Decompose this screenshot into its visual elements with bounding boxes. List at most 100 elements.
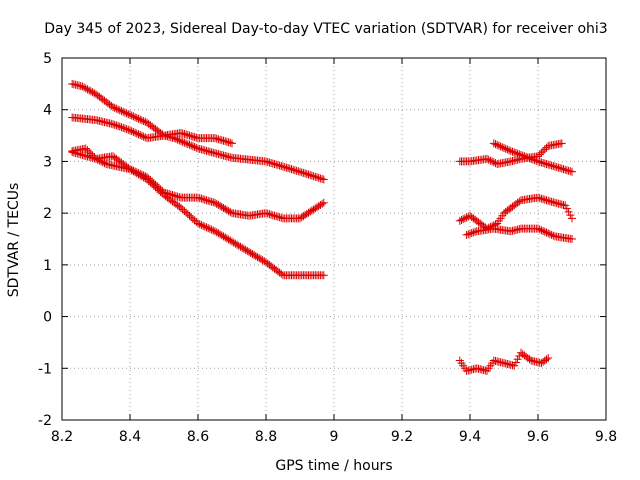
data-point [562, 166, 571, 175]
data-point [209, 198, 218, 207]
data-point [268, 211, 277, 220]
data-points [68, 79, 576, 375]
data-point [115, 106, 124, 115]
data-point [212, 199, 221, 208]
data-point [459, 215, 468, 224]
data-point [183, 131, 192, 140]
data-point [219, 136, 228, 145]
series-track-2 [68, 113, 236, 148]
data-point [194, 193, 202, 202]
data-point [566, 167, 575, 176]
data-point [86, 87, 95, 96]
data-point [114, 105, 123, 114]
data-point [190, 143, 199, 152]
data-point [124, 125, 133, 134]
data-point [175, 136, 184, 145]
series-track-6 [489, 139, 576, 176]
data-point [180, 130, 189, 139]
data-point [547, 161, 556, 170]
data-point [316, 174, 325, 183]
data-point [568, 235, 576, 243]
series-track-9 [455, 348, 553, 375]
data-point [192, 133, 201, 142]
data-point [547, 230, 556, 239]
data-point [562, 204, 571, 213]
data-point [110, 103, 119, 112]
data-point [554, 163, 563, 172]
data-point [202, 196, 211, 205]
data-point [211, 198, 219, 207]
data-point [107, 101, 116, 110]
data-point [313, 173, 321, 182]
data-point [515, 352, 524, 361]
data-point [132, 169, 141, 178]
data-point [265, 158, 274, 167]
data-point [238, 243, 247, 252]
data-point [539, 226, 548, 235]
data-point [515, 150, 524, 159]
y-axis-label: SDTVAR / TECUs [6, 183, 22, 298]
data-point [171, 192, 180, 201]
data-point [289, 165, 298, 174]
data-point [469, 228, 478, 237]
data-point [511, 358, 520, 367]
data-point [561, 201, 570, 210]
data-point [222, 234, 231, 243]
data-point [540, 145, 549, 154]
data-point [211, 134, 219, 143]
data-point [119, 107, 128, 116]
data-point [217, 231, 226, 240]
data-point [311, 172, 320, 181]
y-tick-label: -1 [38, 361, 52, 377]
data-point [222, 206, 231, 215]
data-point [255, 254, 264, 263]
data-point [549, 198, 558, 207]
data-point [489, 158, 498, 167]
data-point [226, 208, 235, 217]
data-point [231, 239, 240, 248]
data-point [216, 201, 225, 210]
data-point [248, 249, 257, 258]
y-tick-label: 1 [43, 258, 52, 274]
data-point [267, 210, 276, 219]
data-point [234, 241, 243, 250]
data-point [112, 104, 121, 113]
data-point [537, 158, 546, 167]
data-point [304, 170, 313, 179]
data-point [270, 211, 279, 220]
data-point [535, 194, 544, 203]
data-point [250, 251, 259, 260]
data-point [545, 197, 554, 206]
data-point [137, 116, 146, 125]
data-point [115, 122, 124, 131]
data-point [273, 212, 282, 221]
data-point [183, 140, 192, 149]
data-point [467, 229, 476, 238]
data-point [270, 160, 279, 169]
data-point [239, 244, 248, 253]
data-point [460, 214, 469, 223]
data-point [197, 194, 206, 203]
data-point [258, 256, 267, 265]
data-point [515, 197, 524, 206]
data-point [518, 151, 527, 160]
data-point [109, 103, 117, 112]
data-point [141, 117, 150, 126]
y-tick-label: 5 [43, 51, 52, 67]
data-point [275, 213, 284, 222]
data-point [540, 159, 549, 168]
data-point [78, 82, 87, 91]
series-track-1 [68, 79, 328, 184]
data-point [131, 168, 140, 177]
data-point [568, 167, 576, 176]
data-point [534, 224, 542, 233]
data-point [139, 173, 148, 182]
data-point [217, 202, 226, 211]
data-point [557, 139, 566, 148]
data-point [277, 162, 286, 171]
data-point [129, 127, 138, 136]
data-point [137, 131, 146, 140]
x-tick-label: 8.8 [255, 429, 277, 445]
data-point [185, 131, 194, 140]
data-point [222, 137, 231, 146]
